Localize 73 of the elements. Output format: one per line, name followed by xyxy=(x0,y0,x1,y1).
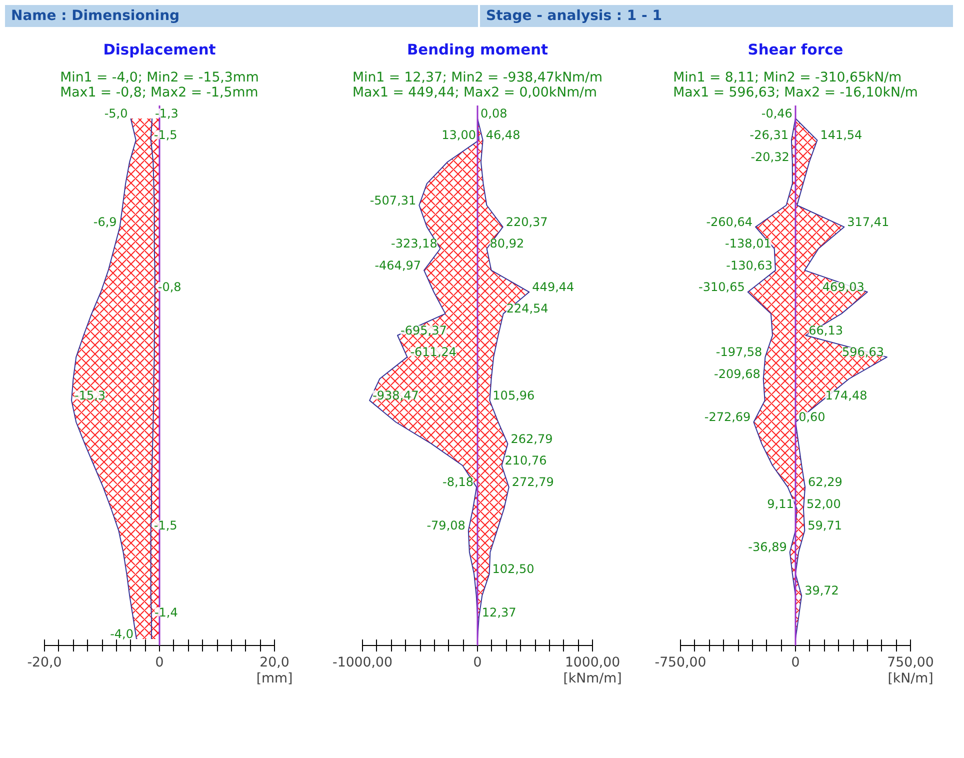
data-label: -4,0 xyxy=(110,626,134,641)
data-label: 52,00 xyxy=(806,496,841,511)
data-label: -6,9 xyxy=(93,214,117,229)
chart-subtitle: Min1 = 8,11; Min2 = -310,65kN/m Max1 = 596,63; Max2 = -16,10kN/m xyxy=(673,70,918,100)
data-label: 141,54 xyxy=(820,128,862,142)
x-tick-label: 0 xyxy=(791,656,800,670)
text: Name : Dimensioning xyxy=(5,5,480,27)
data-label: -26,31 xyxy=(750,128,788,142)
data-label: -15,3 xyxy=(74,388,106,402)
x-axis-title: [kNm/m] xyxy=(563,672,622,686)
data-label: -1,5 xyxy=(154,128,178,142)
data-label: -130,63 xyxy=(726,258,772,272)
x-tick-label: 0 xyxy=(473,656,482,670)
data-label: -36,89 xyxy=(748,540,787,554)
data-label: 0,08 xyxy=(480,106,508,121)
data-label: -272,69 xyxy=(704,410,751,424)
data-label: -323,18 xyxy=(391,236,438,251)
chart-title: Shear force xyxy=(748,42,844,58)
x-axis-title: [mm] xyxy=(256,672,293,686)
chart-subtitle: Min1 = -4,0; Min2 = -15,3mm Max1 = -0,8; Max2 = -1,5mm xyxy=(60,70,259,100)
data-label: -0,46 xyxy=(761,106,792,121)
data-label: 469,03 xyxy=(822,280,864,294)
data-label: 220,37 xyxy=(506,214,548,229)
data-label: -507,31 xyxy=(370,193,416,208)
data-label: 13,00 xyxy=(442,128,476,142)
data-label: -197,58 xyxy=(716,345,762,360)
data-label: 39,72 xyxy=(804,584,839,598)
data-label: -1,5 xyxy=(154,518,178,533)
data-label: -209,68 xyxy=(714,366,760,381)
data-label: 272,79 xyxy=(512,475,554,490)
data-label: 102,50 xyxy=(492,562,534,576)
data-label: -5,0 xyxy=(104,106,128,121)
chart-title: Bending moment xyxy=(406,42,548,58)
data-label: 449,44 xyxy=(532,280,574,294)
x-tick-label: -750,00 xyxy=(654,656,706,670)
data-label: -8,18 xyxy=(442,475,474,490)
data-label: 317,41 xyxy=(847,214,890,229)
data-label: 224,54 xyxy=(506,302,548,316)
x-tick-label: -20,0 xyxy=(27,656,62,670)
x-tick-label: 20,0 xyxy=(260,656,290,670)
data-label: 59,71 xyxy=(808,518,842,533)
data-label: 66,13 xyxy=(808,323,843,338)
data-label: -260,64 xyxy=(706,214,753,229)
data-label: 46,48 xyxy=(486,128,520,142)
data-label: -310,65 xyxy=(698,280,745,294)
x-axis-title: [kN/m] xyxy=(888,672,934,686)
data-label: 174,48 xyxy=(825,388,868,402)
data-label: -79,08 xyxy=(426,518,466,533)
x-tick-label: 0 xyxy=(155,656,164,670)
data-label: -1,4 xyxy=(154,605,178,620)
data-label: 62,29 xyxy=(808,475,842,490)
data-label: -138,01 xyxy=(725,236,772,251)
data-label: 12,37 xyxy=(482,605,516,620)
data-label: 596,63 xyxy=(842,345,884,360)
data-label: 105,96 xyxy=(492,388,535,402)
data-label: -464,97 xyxy=(374,258,422,272)
data-label: 9,11 xyxy=(767,496,794,511)
data-label: -1,3 xyxy=(155,106,178,121)
x-tick-label: 1000,00 xyxy=(564,656,620,670)
data-label: -695,37 xyxy=(400,323,447,338)
data-label: 210,76 xyxy=(504,454,547,468)
data-label: 0,60 xyxy=(798,410,826,424)
x-tick-label: 750,00 xyxy=(887,656,934,670)
data-label: 80,92 xyxy=(490,236,524,251)
chart-title: Displacement xyxy=(103,42,216,58)
data-label: -20,32 xyxy=(750,150,790,164)
text: Stage - analysis : 1 - 1 xyxy=(480,5,955,27)
chart-subtitle: Min1 = 12,37; Min2 = -938,47kNm/m Max1 = 449,44; Max2 = 0,00kNm/m xyxy=(352,70,603,100)
x-tick-label: -1000,00 xyxy=(332,656,392,670)
data-label: 262,79 xyxy=(510,432,553,446)
data-label: -938,47 xyxy=(372,388,419,402)
data-label: -611,24 xyxy=(410,345,457,360)
data-label: -0,8 xyxy=(158,280,182,294)
